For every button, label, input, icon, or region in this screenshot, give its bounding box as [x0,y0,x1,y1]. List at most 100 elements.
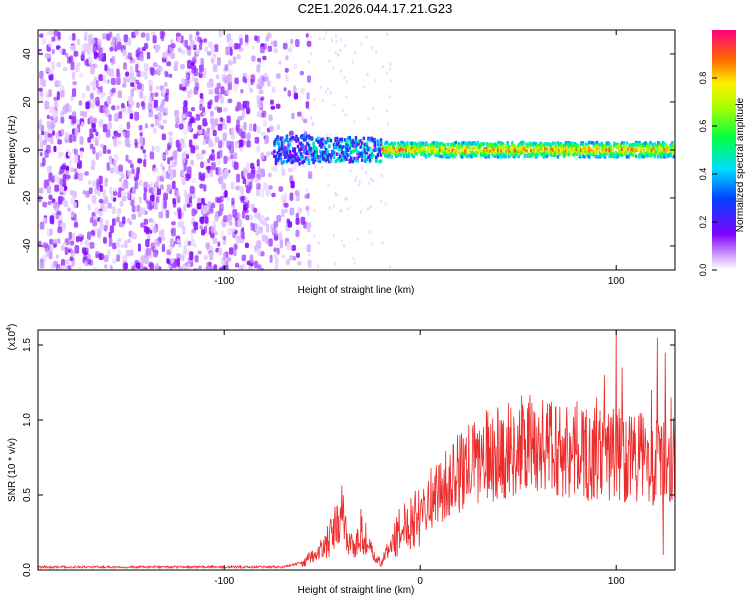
spectrogram-cell [353,120,356,124]
spectrogram-cell [284,145,287,150]
spectrogram-cell [295,212,299,220]
spectrogram-cell [55,212,60,220]
spectrogram-cell [396,141,400,146]
spectrogram-cell [116,68,120,78]
spectrogram-cell [145,239,150,248]
spectrogram-cell [339,159,342,163]
spectrogram-cell [296,158,300,162]
spectrogram-cell [189,40,195,49]
spectrogram-cell [399,147,403,151]
spectrogram-cell [284,74,289,82]
spectrogram-cell [625,145,629,149]
spectrogram-cell [446,153,450,158]
spectrogram-cell [660,150,663,154]
spectrogram-cell [386,32,389,36]
spectrogram-cell [106,96,112,105]
spectrogram-cell [117,41,122,50]
spectrogram-cell [511,151,514,156]
spectrogram-cell [573,144,577,148]
spectrogram-cell [187,192,192,198]
spectrogram-cell [553,145,556,149]
spectrogram-cell [86,85,91,92]
spectrogram-cell [44,53,50,59]
spectrogram-cell [509,146,513,151]
spectrogram-cell [165,148,169,156]
spectrogram-cell [273,48,278,54]
spectrogram-cell [246,107,251,115]
spectrogram-cell [519,142,522,146]
spectrogram-cell [512,144,516,148]
spectrogram-cell [583,149,586,153]
spectrogram-cell [129,60,133,65]
spectrogram-cell [147,102,153,110]
spectrogram-cell [399,140,403,145]
spectrogram-cell [498,153,502,157]
spectrogram-cell [566,145,569,149]
spectrogram-cell [343,150,347,154]
spectrogram-cell [196,152,201,160]
spectrogram-cell [365,35,368,39]
spectrogram-cell [564,152,567,156]
spectrogram-cell [117,249,121,256]
spectrogram-cell [357,152,361,157]
spectrogram-cell [326,137,329,141]
spectrogram-cell [526,154,530,158]
spectrogram-cell [468,145,472,149]
spectrogram-cell [652,146,655,151]
spectrogram-cell [306,134,309,139]
spectrogram-cell [242,177,246,185]
spectrogram-cell [41,38,47,45]
spectrogram-cell [152,62,158,68]
spectrogram-cell [461,145,464,149]
spectrogram-cell [329,139,333,143]
spectrogram-cell [345,139,348,144]
spectrogram-cell [378,159,381,164]
spectrogram-cell [143,192,147,201]
spectrogram-cell [360,42,363,46]
snr-scale-label: (x104) [6,324,18,351]
spectrogram-cell [292,147,295,151]
spectrogram-cell [300,216,306,225]
spectrogram-cell [465,146,469,150]
spectrogram-cell [307,143,311,148]
spectrogram-cell [236,101,241,111]
spectrogram-cell [109,187,113,195]
spectrogram-cell [236,212,241,219]
spectrogram-cell [236,173,240,183]
spectrogram-cell [353,140,356,145]
spectrogram-cell [595,149,599,153]
spectrogram-cell [178,242,182,248]
spectrogram-cell [437,153,440,158]
spectrogram-cell [269,99,274,105]
spectrogram-x-tick-label: -100 [214,276,234,287]
spectrogram-cell [367,137,370,141]
spectrogram-cell [661,140,665,145]
spectrogram-cell [638,155,641,159]
spectrogram-cell [70,167,75,173]
spectrogram-cell [135,63,139,73]
spectrogram-cell [395,147,398,151]
spectrogram-cell [334,146,337,150]
spectrogram-cell [166,258,170,264]
spectrogram-cell [149,151,155,160]
spectrogram-cell [290,158,293,163]
spectrogram-cell [368,158,372,162]
spectrogram-cell [461,152,464,156]
spectrogram-cell [314,145,317,150]
spectrogram-cell [349,169,352,173]
spectrogram-cell [435,141,439,145]
spectrogram-cell [113,187,117,192]
spectrogram-cell [91,38,96,45]
spectrogram-cell [617,153,621,158]
spectrogram-cell [180,221,184,230]
spectrogram-cell [669,143,672,147]
spectrogram-cell [490,142,494,147]
spectrogram-cell [451,153,455,158]
spectrogram-cell [295,152,298,156]
spectrogram-cell [226,156,231,162]
spectrogram-cell [245,100,250,110]
spectrogram-cell [290,180,295,189]
spectrogram-cell [635,146,638,150]
spectrogram-cell [388,143,392,147]
spectrogram-cell [569,142,572,146]
